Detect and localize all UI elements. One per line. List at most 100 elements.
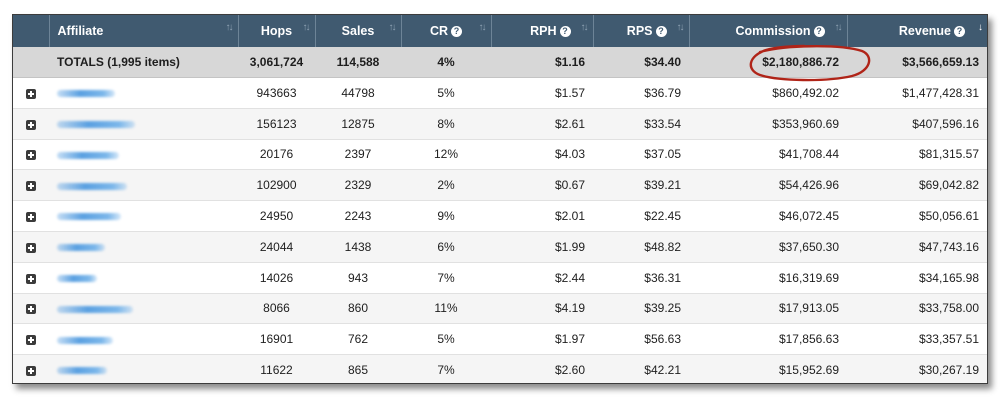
column-label: RPS [626, 24, 653, 38]
plus-square-icon[interactable] [26, 304, 36, 315]
hops-cell: 16901 [238, 323, 315, 356]
redacted-affiliate-name [57, 213, 121, 221]
rph-cell: $2.61 [491, 108, 593, 140]
hops-cell: 14026 [238, 262, 315, 294]
rps-cell: $56.63 [593, 323, 689, 356]
question-circle-icon[interactable]: ? [813, 26, 825, 37]
hops-cell: 24950 [238, 200, 315, 232]
rph-cell: $1.97 [491, 323, 593, 356]
hops-cell: 24044 [238, 231, 315, 263]
affiliate-name-redacted [49, 354, 238, 383]
column-header-rph[interactable]: RPH? ↑↓ [491, 15, 594, 47]
table-header-row: Affiliate ↑↓ Hops ↑↓ Sales ↑↓ CR? ↑↓ RPH… [13, 15, 987, 47]
column-header-cr[interactable]: CR? ↑↓ [401, 15, 492, 47]
totals-sales: 114,588 [315, 47, 401, 78]
expand-cell [13, 293, 49, 325]
revenue-cell: $34,165.98 [847, 262, 987, 294]
sales-cell: 44798 [315, 77, 401, 109]
sort-arrows-icon[interactable]: ↑↓ [834, 22, 843, 33]
plus-square-icon[interactable] [26, 365, 36, 376]
commission-cell: $37,650.30 [689, 231, 847, 263]
column-header-commission[interactable]: Commission? ↑↓ [689, 15, 848, 47]
question-circle-icon[interactable]: ? [655, 26, 667, 37]
expand-cell [13, 108, 49, 140]
revenue-cell: $47,743.16 [847, 231, 987, 263]
cr-cell: 9% [401, 200, 491, 232]
column-header-hops[interactable]: Hops ↑↓ [238, 15, 316, 47]
rph-cell: $1.57 [491, 77, 593, 109]
redacted-affiliate-name [57, 367, 107, 375]
commission-cell: $46,072.45 [689, 200, 847, 232]
table-row: 102900 2329 2% $0.67 $39.21 $54,426.96 $69,042… [13, 169, 987, 202]
affiliate-name-redacted [49, 262, 238, 294]
plus-square-icon[interactable] [26, 242, 36, 253]
redacted-affiliate-name [57, 90, 115, 98]
redacted-affiliate-name [57, 151, 119, 159]
cr-cell: 2% [401, 169, 491, 202]
sort-arrows-icon[interactable]: ↑↓ [302, 22, 311, 33]
rps-cell: $36.79 [593, 77, 689, 109]
rps-cell: $36.31 [593, 262, 689, 294]
sales-cell: 1438 [315, 231, 401, 263]
rph-cell: $2.60 [491, 354, 593, 383]
sort-arrows-icon[interactable]: ↑↓ [388, 22, 397, 33]
hops-cell: 943663 [238, 77, 315, 109]
affiliate-name-redacted [49, 108, 238, 140]
affiliate-name-redacted [49, 139, 238, 171]
column-label: CR [429, 24, 449, 38]
plus-square-icon[interactable] [26, 335, 36, 346]
rps-cell: $39.21 [593, 169, 689, 202]
commission-cell: $860,492.02 [689, 77, 847, 109]
totals-row: TOTALS (1,995 items) 3,061,724 114,588 4… [13, 44, 987, 82]
sort-arrows-icon[interactable]: ↑↓ [580, 22, 589, 33]
commission-cell: $15,952.69 [689, 354, 847, 383]
sort-arrows-icon[interactable]: ↑↓ [676, 22, 685, 33]
revenue-cell: $81,315.57 [847, 139, 987, 171]
affiliate-table: Affiliate ↑↓ Hops ↑↓ Sales ↑↓ CR? ↑↓ RPH… [13, 15, 987, 383]
rph-cell: $2.01 [491, 200, 593, 232]
column-label: Commission [735, 24, 811, 38]
expand-column-header [13, 15, 50, 47]
column-label: Sales [341, 24, 375, 38]
rph-cell: $0.67 [491, 169, 593, 202]
rph-cell: $1.99 [491, 231, 593, 263]
sort-arrows-icon[interactable]: ↑↓ [225, 22, 234, 33]
table-row: 16901 762 5% $1.97 $56.63 $17,856.63 $33,357.5… [13, 323, 987, 356]
sort-arrows-icon[interactable]: ↑↓ [478, 22, 487, 33]
plus-square-icon[interactable] [26, 211, 36, 222]
table-row: 8066 860 11% $4.19 $39.25 $17,913.05 $33,758.0… [13, 293, 987, 325]
rps-cell: $39.25 [593, 293, 689, 325]
question-circle-icon[interactable]: ? [451, 26, 463, 37]
affiliate-name-redacted [49, 231, 238, 263]
totals-commission-cell: $2,180,886.72 [689, 44, 871, 82]
sales-cell: 2243 [315, 200, 401, 232]
totals-cr: 4% [401, 47, 491, 78]
question-circle-icon[interactable]: ? [559, 26, 571, 37]
totals-hops: 3,061,724 [238, 47, 315, 78]
table-row: 943663 44798 5% $1.57 $36.79 $860,492.02 $1,47… [13, 77, 987, 109]
column-header-rps[interactable]: RPS? ↑↓ [593, 15, 690, 47]
redacted-affiliate-name [57, 244, 105, 252]
affiliate-name-redacted [49, 77, 238, 109]
highlighted-commission: $2,180,886.72 [750, 44, 871, 82]
plus-square-icon[interactable] [26, 119, 36, 130]
plus-square-icon[interactable] [26, 88, 36, 99]
plus-square-icon[interactable] [26, 273, 36, 284]
plus-square-icon[interactable] [26, 181, 36, 192]
sales-cell: 865 [315, 354, 401, 383]
table-row: 14026 943 7% $2.44 $36.31 $16,319.69 $34,165.9… [13, 262, 987, 294]
column-header-affiliate[interactable]: Affiliate ↑↓ [49, 15, 239, 47]
expand-cell [13, 262, 49, 294]
column-header-sales[interactable]: Sales ↑↓ [315, 15, 402, 47]
question-circle-icon[interactable]: ? [954, 26, 965, 37]
expand-cell [13, 354, 49, 383]
table-row: 156123 12875 8% $2.61 $33.54 $353,960.69 $407,… [13, 108, 987, 140]
expand-cell [13, 231, 49, 263]
table-row: 24950 2243 9% $2.01 $22.45 $46,072.45 $50,056.… [13, 200, 987, 232]
plus-square-icon[interactable] [26, 150, 36, 161]
sales-cell: 943 [315, 262, 401, 294]
sort-descending-icon[interactable]: ↓ [978, 22, 983, 33]
commission-cell: $41,708.44 [689, 139, 847, 171]
cr-cell: 5% [401, 77, 491, 109]
column-header-revenue[interactable]: Revenue? ↓ [847, 15, 987, 47]
